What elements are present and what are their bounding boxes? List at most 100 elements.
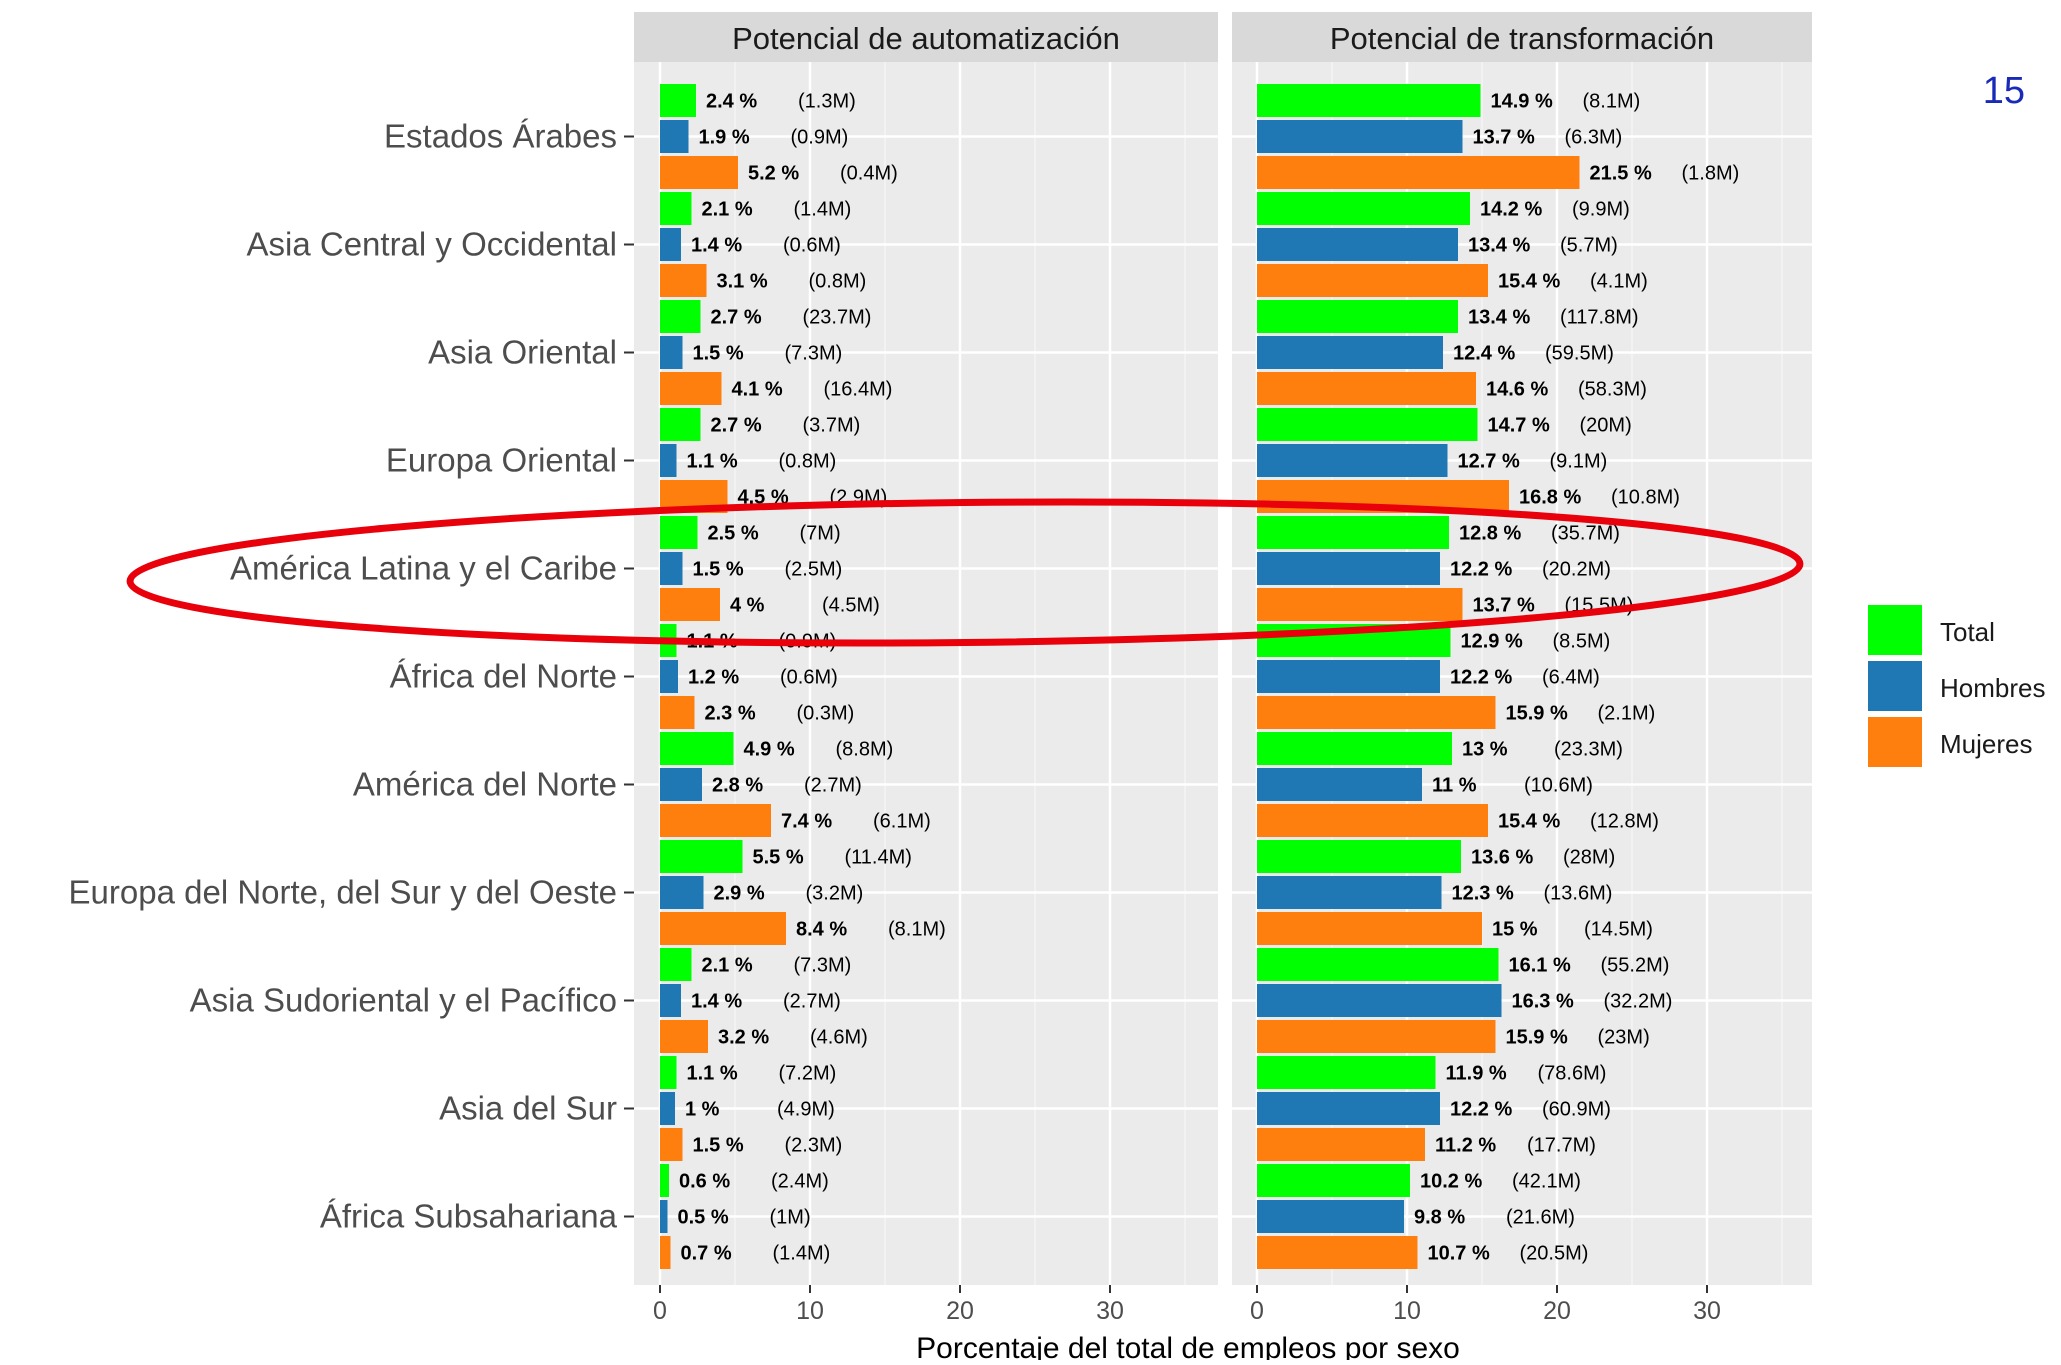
panel-2-count-label: (9.1M) [1550, 451, 1608, 473]
x-axis-title: Porcentaje del total de empleos por sexo [916, 1332, 1460, 1360]
panel-2-count-label: (21.6M) [1506, 1207, 1575, 1229]
panel-1-value-label: 2.1 % [702, 955, 753, 977]
panel-1-title: Potencial de automatización [732, 21, 1120, 56]
panel-1-x-tick-label: 0 [653, 1297, 667, 1325]
panel-1-bar-mujeres [660, 804, 771, 837]
panel-1-value-label: 1.5 % [693, 559, 744, 581]
panel-2-value-label: 10.2 % [1420, 1171, 1482, 1193]
panel-1-count-label: (11.4M) [845, 847, 912, 869]
panel-2-bar-total [1257, 300, 1458, 333]
panel-2-count-label: (58.3M) [1578, 379, 1647, 401]
panel-2-bar-hombres [1257, 552, 1440, 585]
panel-1-bar-total [660, 1056, 677, 1089]
panel-2-value-label: 9.8 % [1414, 1207, 1465, 1229]
panel-2-count-label: (5.7M) [1560, 235, 1618, 257]
panel-1-bar-mujeres [660, 372, 722, 405]
panel-1-count-label: (16.4M) [824, 379, 893, 401]
panel-1-bar-mujeres [660, 588, 720, 621]
panel-2-count-label: (17.7M) [1527, 1135, 1596, 1157]
panel-1-count-label: (4.6M) [810, 1027, 868, 1049]
panel-1-value-label: 5.5 % [753, 847, 804, 869]
panel-2-bar-total [1257, 192, 1470, 225]
panel-1-bar-total [660, 84, 696, 117]
panel-1-value-label: 2.3 % [705, 703, 756, 725]
panel-2-count-label: (117.8M) [1560, 307, 1639, 329]
panel-1-count-label: (7.3M) [794, 955, 852, 977]
panel-2-value-label: 13 % [1462, 739, 1508, 761]
panel-2-count-label: (20M) [1580, 415, 1632, 437]
panel-2-count-label: (42.1M) [1512, 1171, 1581, 1193]
panel-1-bar-hombres [660, 552, 683, 585]
panel-2-bar-mujeres [1257, 804, 1488, 837]
panel-2-count-label: (6.4M) [1542, 667, 1600, 689]
panel-2-value-label: 15.9 % [1506, 1027, 1568, 1049]
panel-1-value-label: 1.5 % [693, 1135, 744, 1157]
panel-2-bar-hombres [1257, 444, 1448, 477]
panel-2-value-label: 15.9 % [1506, 703, 1568, 725]
panel-2-bar-hombres [1257, 984, 1502, 1017]
panel-2-count-label: (23M) [1598, 1027, 1650, 1049]
panel-1-count-label: (0.6M) [780, 667, 838, 689]
panel-2-value-label: 13.6 % [1471, 847, 1533, 869]
y-tick-label: Asia Sudoriental y el Pacífico [190, 982, 617, 1019]
legend-key-total [1868, 605, 1922, 655]
panel-2-title: Potencial de transformación [1330, 21, 1714, 56]
panel-2-bar-hombres [1257, 1200, 1404, 1233]
panel-2-value-label: 16.3 % [1512, 991, 1574, 1013]
y-tick-label: Asia del Sur [439, 1090, 617, 1127]
panel-1-count-label: (2.5M) [785, 559, 843, 581]
panel-1-bar-hombres [660, 984, 681, 1017]
panel-2-count-label: (8.1M) [1583, 91, 1641, 113]
panel-2-bar-mujeres [1257, 1128, 1425, 1161]
panel-1-count-label: (2.7M) [783, 991, 841, 1013]
y-tick-label: África del Norte [390, 658, 617, 695]
panel-2-value-label: 16.8 % [1519, 487, 1581, 509]
panel-1-x-tick-label: 10 [796, 1297, 824, 1325]
panel-1-value-label: 1.1 % [687, 1063, 738, 1085]
panel-2-value-label: 12.9 % [1461, 631, 1523, 653]
panel-2-bar-total [1257, 1056, 1436, 1089]
panel-1-bar-mujeres [660, 264, 707, 297]
panel-2-count-label: (12.8M) [1590, 811, 1659, 833]
y-tick-label: Asia Central y Occidental [247, 226, 618, 263]
y-tick-label: Asia Oriental [428, 334, 617, 371]
panel-2-value-label: 12.3 % [1452, 883, 1514, 905]
panel-1-bar-total [660, 948, 692, 981]
legend-key-mujeres [1868, 717, 1922, 767]
panel-2-bar-mujeres [1257, 588, 1463, 621]
panel-2-count-label: (4.1M) [1590, 271, 1648, 293]
panel-1-count-label: (3.7M) [803, 415, 861, 437]
panel-2-x-tick-label: 20 [1543, 1297, 1571, 1325]
panel-1-bar-total [660, 516, 698, 549]
legend-label-total: Total [1940, 617, 1995, 647]
panel-1-bar-total [660, 300, 701, 333]
panel-2-value-label: 12.2 % [1450, 667, 1512, 689]
panel-2-value-label: 11.2 % [1435, 1135, 1496, 1157]
panel-2-bar-mujeres [1257, 1020, 1496, 1053]
panel-1-value-label: 3.1 % [717, 271, 768, 293]
panel-2-bar-total [1257, 732, 1452, 765]
panel-1-bar-mujeres [660, 912, 786, 945]
panel-1-bar-mujeres [660, 156, 738, 189]
panel-1-bar-mujeres [660, 1128, 683, 1161]
panel-1-strip [634, 12, 1218, 62]
legend-key-hombres [1868, 661, 1922, 711]
panel-1-count-label: (2.4M) [771, 1171, 829, 1193]
panel-2-bar-mujeres [1257, 264, 1488, 297]
page-number: 15 [1983, 70, 2025, 112]
panel-1-bar-total [660, 1164, 669, 1197]
panel-1-bar-hombres [660, 1092, 675, 1125]
panel-2-value-label: 12.8 % [1459, 523, 1521, 545]
y-tick-label: Estados Árabes [384, 118, 617, 155]
panel-1-bar-hombres [660, 768, 702, 801]
panel-2-count-label: (8.5M) [1553, 631, 1611, 653]
panel-1-count-label: (7.3M) [785, 343, 843, 365]
panel-2-bar-hombres [1257, 336, 1443, 369]
panel-1-bar-total [660, 732, 734, 765]
panel-2-count-label: (6.3M) [1565, 127, 1623, 149]
panel-1-value-label: 0.7 % [681, 1243, 732, 1265]
panel-1-value-label: 1.9 % [699, 127, 750, 149]
panel-1-value-label: 2.5 % [708, 523, 759, 545]
panel-1-value-label: 2.4 % [706, 91, 757, 113]
panel-2-value-label: 21.5 % [1590, 163, 1652, 185]
